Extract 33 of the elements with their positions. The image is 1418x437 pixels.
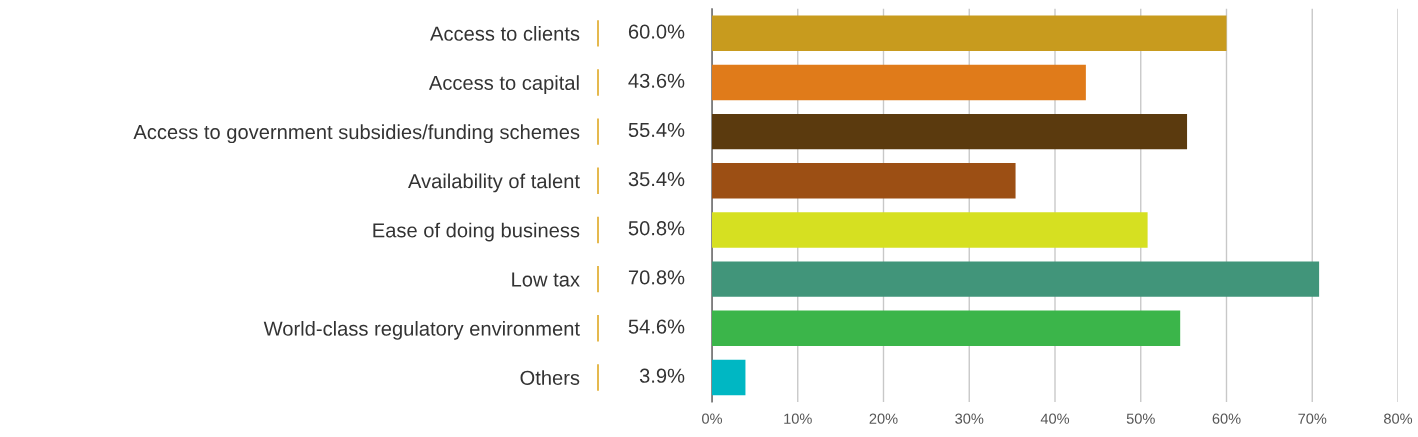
x-tick-label: 0% — [702, 413, 723, 424]
data-label: 50.8% — [628, 221, 685, 236]
bar — [712, 212, 1148, 248]
y-tick-label: Availability of talent — [408, 173, 580, 193]
bar — [712, 15, 1227, 52]
y-tick-label: Access to clients — [430, 26, 580, 41]
bar — [712, 64, 1086, 101]
data-label: 35.4% — [628, 171, 685, 187]
x-tick-label: 60% — [1212, 413, 1241, 424]
bar — [712, 163, 1016, 199]
bar — [712, 261, 1320, 297]
x-tick-label: 80% — [1384, 413, 1413, 424]
data-label: 70.8% — [628, 270, 685, 285]
x-tick-label: 50% — [1126, 413, 1155, 424]
x-tick-label: 20% — [869, 413, 898, 424]
data-label: 60.0% — [628, 24, 685, 39]
data-label: 3.9% — [639, 368, 685, 383]
y-tick-label: Access to government subsidies/funding schemes — [133, 124, 580, 144]
x-tick-label: 10% — [784, 413, 812, 424]
data-label: 43.6% — [628, 73, 685, 88]
y-tick-label: Ease of doing business — [373, 222, 580, 242]
y-tick-label: Access to capital — [428, 75, 579, 94]
data-label: 55.4% — [628, 122, 685, 138]
bar — [712, 310, 1181, 346]
y-tick-label: Others — [520, 370, 580, 385]
x-tick-label: 70% — [1298, 413, 1327, 424]
bar — [712, 113, 1188, 150]
bar — [712, 359, 746, 396]
y-tick-label: World-class regulatory environment — [263, 321, 580, 340]
x-tick-label: 40% — [1040, 413, 1070, 424]
x-tick-label: 30% — [955, 413, 984, 424]
y-tick-label: Low tax — [512, 272, 580, 287]
data-label: 54.6% — [628, 319, 685, 334]
